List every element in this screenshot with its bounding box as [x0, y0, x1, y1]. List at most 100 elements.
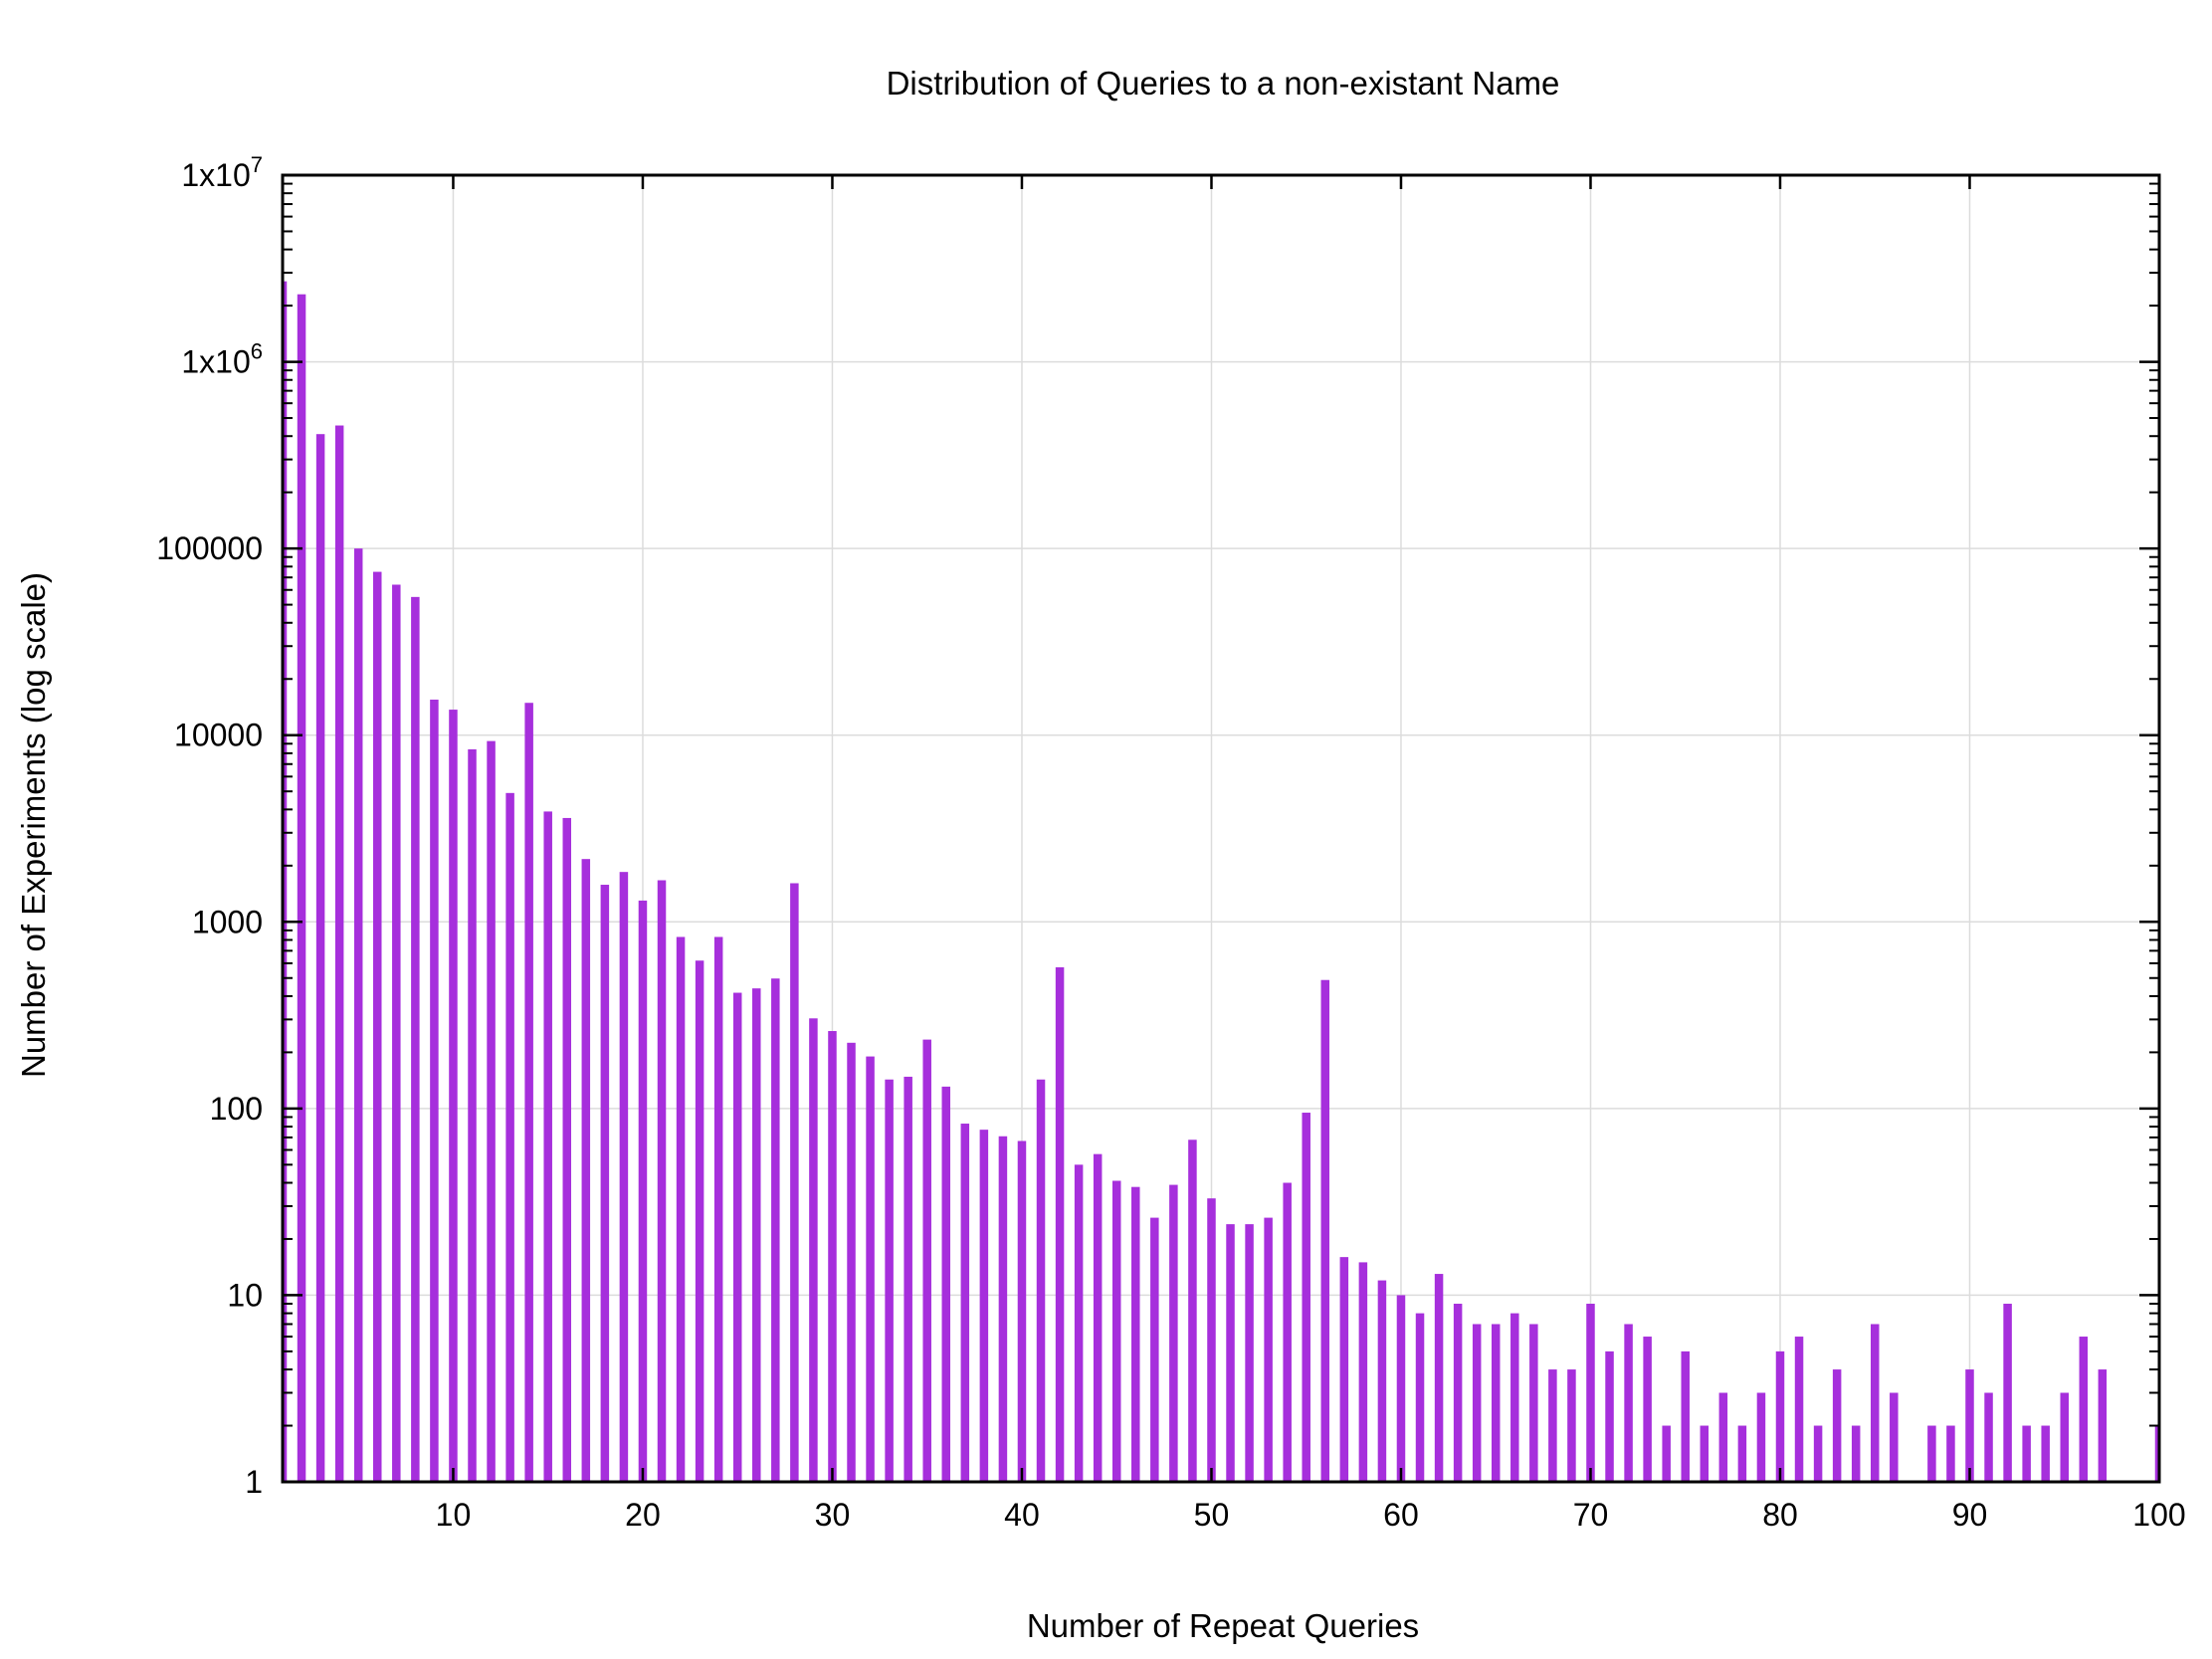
bar-8: [411, 596, 420, 1482]
y-tick-label: 1000: [192, 904, 263, 939]
bar-54: [1283, 1182, 1292, 1482]
axis-ticks: [283, 173, 2161, 1484]
bar-40: [1017, 1141, 1027, 1482]
y-tick-label-exponent: 6: [251, 339, 263, 364]
bar-3: [315, 434, 325, 1482]
y-tick-label-base: 10: [227, 1277, 263, 1313]
bar-37: [960, 1124, 970, 1482]
bar-34: [904, 1076, 912, 1482]
bar-88: [1927, 1425, 1936, 1482]
y-tick-label: 10: [227, 1277, 263, 1313]
bar-45: [1111, 1180, 1121, 1482]
plot-frame: [281, 173, 2161, 1484]
bar-75: [1681, 1350, 1690, 1482]
bar-9: [430, 700, 439, 1482]
bar-97: [2098, 1369, 2108, 1482]
x-axis-label: Number of Repeat Queries: [1027, 1607, 1419, 1644]
bar-18: [600, 885, 610, 1482]
bar-92: [2003, 1304, 2012, 1482]
bar-63: [1453, 1304, 1463, 1482]
bar-26: [752, 988, 761, 1482]
grid-lines: [283, 175, 2159, 1482]
bar-19: [619, 872, 629, 1482]
x-tick-labels: 10 20 30 40 50 60 70 80 90 100: [436, 1497, 2186, 1533]
bar-36: [941, 1086, 951, 1482]
bar-12: [487, 740, 496, 1482]
bar-11: [468, 748, 477, 1482]
bar-14: [524, 703, 533, 1482]
x-tick-label: 20: [625, 1497, 661, 1533]
bar-48: [1169, 1184, 1178, 1482]
bar-89: [1946, 1425, 1955, 1482]
bar-10: [449, 710, 458, 1482]
bar-38: [979, 1130, 989, 1482]
bar-23: [695, 960, 704, 1482]
bar-74: [1662, 1425, 1671, 1482]
bar-79: [1756, 1392, 1766, 1482]
x-tick-label: 30: [815, 1497, 851, 1533]
x-tick-label: 100: [2132, 1497, 2185, 1533]
bar-60: [1396, 1295, 1406, 1482]
bar-68: [1548, 1369, 1557, 1482]
bar-41: [1036, 1079, 1046, 1482]
bar-42: [1055, 966, 1065, 1482]
bar-25: [732, 992, 742, 1482]
bar-33: [885, 1079, 894, 1482]
bar-46: [1131, 1186, 1140, 1482]
bar-52: [1245, 1224, 1254, 1482]
bar-84: [1851, 1425, 1861, 1482]
bar-24: [713, 936, 723, 1482]
bar-16: [562, 817, 572, 1482]
bar-49: [1188, 1140, 1197, 1482]
bar-13: [505, 792, 514, 1482]
x-tick-label: 50: [1194, 1497, 1230, 1533]
bar-1: [283, 281, 288, 1482]
x-tick-label: 40: [1004, 1497, 1040, 1533]
bar-20: [638, 900, 648, 1482]
bar-73: [1643, 1337, 1652, 1482]
y-tick-label: 1: [245, 1464, 263, 1500]
y-tick-label: 1x106: [181, 339, 263, 380]
bar-35: [922, 1039, 931, 1482]
bar-66: [1510, 1313, 1519, 1482]
bar-4: [334, 425, 344, 1482]
y-tick-label-base: 100: [210, 1091, 263, 1127]
bar-55: [1302, 1113, 1310, 1482]
bar-82: [1813, 1425, 1823, 1482]
x-tick-label: 10: [436, 1497, 472, 1533]
bar-57: [1339, 1257, 1349, 1482]
bar-31: [847, 1042, 856, 1482]
y-tick-label-base: 100000: [156, 530, 263, 566]
bar-77: [1718, 1392, 1728, 1482]
bar-28: [790, 883, 799, 1482]
bar-29: [809, 1018, 818, 1482]
bar-5: [353, 548, 363, 1482]
chart-title: Distribution of Queries to a non-existan…: [887, 65, 1560, 102]
y-tick-label: 1x107: [181, 152, 263, 193]
bar-67: [1529, 1324, 1538, 1482]
bar-43: [1074, 1164, 1084, 1482]
bar-32: [866, 1056, 875, 1482]
bar-90: [1965, 1369, 1974, 1482]
y-tick-label-base: 1: [245, 1464, 263, 1500]
bar-80: [1775, 1350, 1785, 1482]
bar-47: [1150, 1217, 1159, 1482]
bar-6: [373, 571, 382, 1482]
bar-51: [1226, 1224, 1235, 1482]
bar-70: [1586, 1304, 1595, 1482]
bars: [283, 281, 2159, 1482]
bar-95: [2060, 1392, 2069, 1482]
x-tick-label: 60: [1383, 1497, 1419, 1533]
bar-58: [1358, 1262, 1368, 1482]
x-tick-label: 80: [1762, 1497, 1798, 1533]
bar-62: [1434, 1274, 1444, 1482]
bar-30: [828, 1031, 837, 1482]
bar-7: [392, 584, 401, 1482]
bar-2: [297, 294, 306, 1482]
y-tick-label: 100: [210, 1091, 263, 1127]
y-tick-label-base: 1000: [192, 904, 263, 939]
bar-59: [1377, 1280, 1387, 1482]
bar-91: [1984, 1392, 1993, 1482]
